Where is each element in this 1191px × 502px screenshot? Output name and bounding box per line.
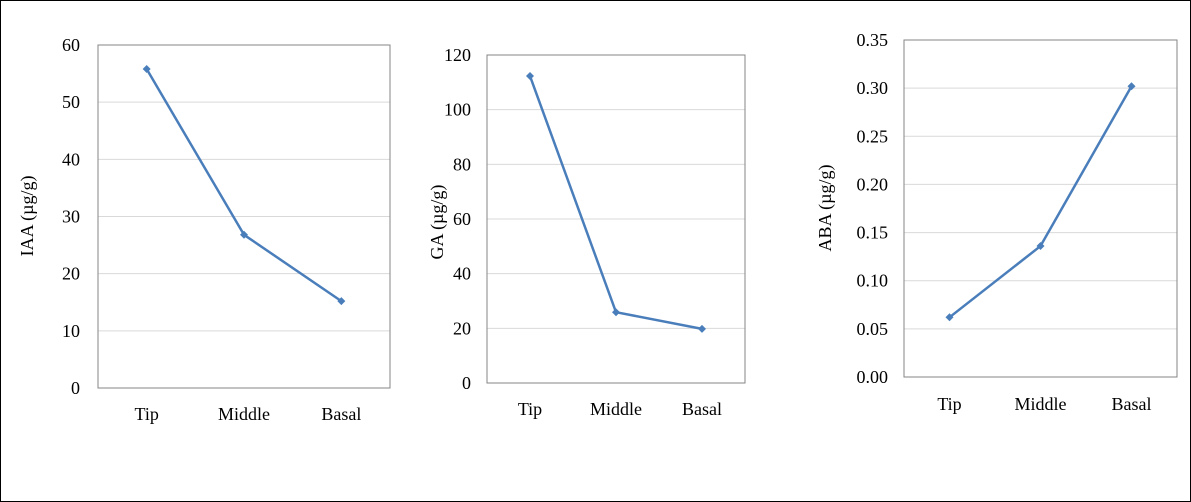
y-tick-label: 80	[453, 154, 471, 174]
y-tick-label: 10	[62, 321, 80, 341]
y-tick-label: 0.10	[857, 271, 889, 291]
y-tick-label: 0.30	[857, 78, 889, 98]
y-tick-label: 0.25	[857, 126, 889, 146]
y-axis-label: IAA (µg/g)	[17, 176, 38, 257]
x-tick-label: Middle	[218, 404, 270, 424]
series-line	[145, 68, 343, 303]
y-tick-label: 40	[453, 264, 471, 284]
y-tick-label: 60	[62, 35, 80, 55]
data-point-marker	[945, 313, 954, 322]
y-tick-label: 120	[444, 45, 471, 65]
x-tick-label: Middle	[590, 399, 642, 419]
y-tick-label: 0.00	[857, 367, 889, 387]
x-tick-label: Tip	[937, 394, 961, 414]
data-point-marker	[240, 230, 248, 239]
chart-2: 0 20 40 60 80 100 120 Tip Middle Basal GA (µg/g)	[427, 45, 746, 419]
plot-area-border	[97, 44, 391, 389]
x-tick-label: Middle	[1015, 394, 1067, 414]
data-point-marker	[698, 324, 706, 333]
x-tick-label: Tip	[134, 404, 158, 424]
series-line	[528, 75, 703, 331]
plot-area-border	[486, 54, 746, 384]
y-tick-label: 0.20	[857, 174, 889, 194]
data-point-marker	[142, 65, 151, 74]
y-tick-label: 60	[453, 209, 471, 229]
data-point-marker	[1036, 242, 1045, 251]
y-tick-label: 100	[444, 100, 471, 120]
y-tick-label: 0.35	[857, 30, 889, 50]
data-point-marker	[612, 308, 620, 317]
series-line	[948, 85, 1133, 319]
y-axis-label: GA (µg/g)	[427, 185, 448, 260]
y-tick-label: 0.15	[857, 223, 889, 243]
data-point-marker	[337, 297, 346, 306]
y-tick-label: 0	[71, 378, 80, 398]
x-tick-label: Basal	[1112, 394, 1152, 414]
y-tick-label: 30	[62, 207, 80, 227]
y-tick-label: 0.05	[857, 319, 889, 339]
x-tick-label: Basal	[321, 404, 361, 424]
y-tick-label: 50	[62, 92, 80, 112]
data-point-marker	[1127, 82, 1136, 91]
data-point-marker	[526, 72, 534, 81]
y-tick-label: 40	[62, 149, 80, 169]
plot-area-border	[903, 39, 1178, 378]
x-tick-label: Basal	[682, 399, 722, 419]
y-tick-label: 0	[462, 373, 471, 393]
x-tick-label: Tip	[518, 399, 542, 419]
chart-3: 0.00 0.05 0.10 0.15 0.20 0.25 0.30 0.35 Tip Middl…	[815, 30, 1178, 414]
y-tick-label: 20	[62, 264, 80, 284]
chart-1: 0 10 20 30 40 50 60 Tip Middle Basal IAA (µg/g)	[17, 35, 391, 424]
y-tick-label: 20	[453, 318, 471, 338]
y-axis-label: ABA (µg/g)	[815, 165, 836, 252]
